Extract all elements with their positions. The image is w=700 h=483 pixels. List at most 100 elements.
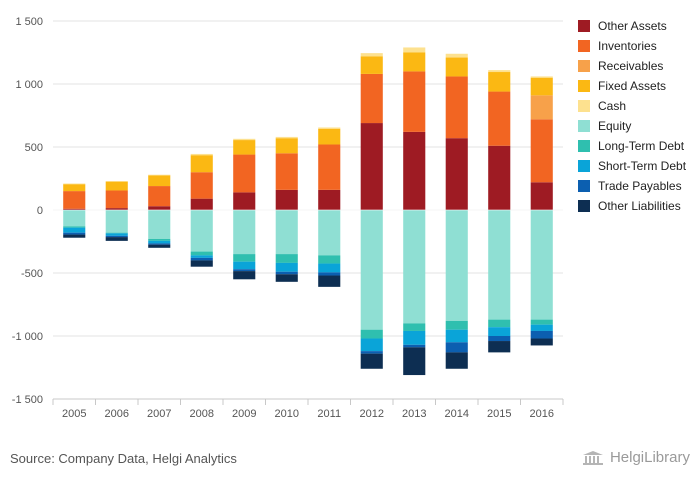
bar-equity-2013[interactable] <box>403 210 426 324</box>
bar-other-assets-2013[interactable] <box>403 131 426 210</box>
bar-trade-payables-2013[interactable] <box>403 344 426 348</box>
bar-other-assets-2006[interactable] <box>105 208 128 210</box>
bar-receivables-2016[interactable] <box>530 95 553 120</box>
bar-inventories-2015[interactable] <box>488 91 511 146</box>
bar-fixed-assets-2015[interactable] <box>488 72 511 92</box>
bar-short-term-debt-2015[interactable] <box>488 327 511 336</box>
bar-fixed-assets-2005[interactable] <box>63 184 86 192</box>
bar-other-liabilities-2011[interactable] <box>318 275 341 287</box>
bar-short-term-debt-2014[interactable] <box>445 329 468 343</box>
bar-cash-2016[interactable] <box>530 76 553 78</box>
bar-long-term-debt-2008[interactable] <box>190 251 213 256</box>
bar-equity-2011[interactable] <box>318 210 341 256</box>
bar-trade-payables-2007[interactable] <box>148 243 171 245</box>
bar-trade-payables-2009[interactable] <box>233 269 256 272</box>
bar-other-assets-2008[interactable] <box>190 198 213 210</box>
bar-trade-payables-2016[interactable] <box>530 330 553 339</box>
bar-short-term-debt-2016[interactable] <box>530 324 553 331</box>
bar-cash-2006[interactable] <box>105 181 128 182</box>
bar-short-term-debt-2010[interactable] <box>275 262 298 272</box>
bar-other-assets-2012[interactable] <box>360 123 383 210</box>
bar-inventories-2008[interactable] <box>190 172 213 199</box>
legend-item[interactable]: Trade Payables <box>578 176 700 196</box>
bar-long-term-debt-2009[interactable] <box>233 254 256 262</box>
bar-long-term-debt-2010[interactable] <box>275 254 298 263</box>
bar-fixed-assets-2008[interactable] <box>190 155 213 173</box>
bar-cash-2005[interactable] <box>63 183 86 185</box>
legend-item[interactable]: Cash <box>578 96 700 116</box>
bar-trade-payables-2014[interactable] <box>445 342 468 353</box>
bar-inventories-2009[interactable] <box>233 154 256 193</box>
bar-fixed-assets-2016[interactable] <box>530 77 553 96</box>
bar-fixed-assets-2009[interactable] <box>233 140 256 155</box>
bar-other-liabilities-2007[interactable] <box>148 244 171 248</box>
bar-equity-2015[interactable] <box>488 210 511 320</box>
legend-item[interactable]: Equity <box>578 116 700 136</box>
bar-other-assets-2011[interactable] <box>318 189 341 210</box>
bar-short-term-debt-2009[interactable] <box>233 261 256 270</box>
bar-cash-2010[interactable] <box>275 136 298 139</box>
legend-item[interactable]: Short-Term Debt <box>578 156 700 176</box>
bar-trade-payables-2012[interactable] <box>360 351 383 354</box>
bar-long-term-debt-2005[interactable] <box>63 226 86 228</box>
bar-trade-payables-2011[interactable] <box>318 272 341 276</box>
bar-cash-2014[interactable] <box>445 53 468 58</box>
bar-equity-2006[interactable] <box>105 210 128 233</box>
bar-short-term-debt-2005[interactable] <box>63 227 86 233</box>
bar-short-term-debt-2012[interactable] <box>360 338 383 352</box>
bar-cash-2011[interactable] <box>318 127 341 129</box>
bar-other-liabilities-2008[interactable] <box>190 260 213 267</box>
bar-trade-payables-2005[interactable] <box>63 232 86 235</box>
bar-fixed-assets-2007[interactable] <box>148 175 171 187</box>
bar-fixed-assets-2012[interactable] <box>360 56 383 74</box>
bar-equity-2010[interactable] <box>275 210 298 255</box>
bar-long-term-debt-2007[interactable] <box>148 238 171 241</box>
bar-other-assets-2007[interactable] <box>148 206 171 210</box>
bar-equity-2016[interactable] <box>530 210 553 320</box>
bar-other-assets-2015[interactable] <box>488 145 511 210</box>
bar-cash-2013[interactable] <box>403 47 426 53</box>
bar-inventories-2011[interactable] <box>318 144 341 190</box>
bar-long-term-debt-2011[interactable] <box>318 255 341 264</box>
bar-fixed-assets-2011[interactable] <box>318 128 341 145</box>
legend-item[interactable]: Inventories <box>578 36 700 56</box>
bar-fixed-assets-2014[interactable] <box>445 57 468 77</box>
bar-other-liabilities-2013[interactable] <box>403 347 426 376</box>
bar-other-assets-2009[interactable] <box>233 192 256 210</box>
bar-equity-2012[interactable] <box>360 210 383 330</box>
bar-long-term-debt-2015[interactable] <box>488 319 511 328</box>
bar-other-assets-2005[interactable] <box>63 208 86 210</box>
bar-other-liabilities-2006[interactable] <box>105 237 128 241</box>
bar-short-term-debt-2006[interactable] <box>105 233 128 236</box>
legend-item[interactable]: Receivables <box>578 56 700 76</box>
bar-inventories-2014[interactable] <box>445 76 468 139</box>
bar-equity-2008[interactable] <box>190 210 213 252</box>
bar-cash-2015[interactable] <box>488 70 511 73</box>
bar-cash-2012[interactable] <box>360 53 383 57</box>
bar-equity-2005[interactable] <box>63 210 86 227</box>
bar-fixed-assets-2006[interactable] <box>105 181 128 191</box>
bar-trade-payables-2008[interactable] <box>190 257 213 261</box>
bar-inventories-2006[interactable] <box>105 190 128 209</box>
legend-item[interactable]: Other Liabilities <box>578 196 700 216</box>
bar-inventories-2012[interactable] <box>360 73 383 124</box>
bar-other-liabilities-2005[interactable] <box>63 234 86 238</box>
bar-long-term-debt-2014[interactable] <box>445 320 468 330</box>
bar-inventories-2010[interactable] <box>275 153 298 190</box>
bar-other-assets-2010[interactable] <box>275 189 298 210</box>
bar-trade-payables-2015[interactable] <box>488 336 511 342</box>
bar-other-assets-2016[interactable] <box>530 182 553 210</box>
bar-short-term-debt-2013[interactable] <box>403 330 426 345</box>
bar-other-liabilities-2015[interactable] <box>488 341 511 353</box>
bar-equity-2009[interactable] <box>233 210 256 255</box>
bar-long-term-debt-2016[interactable] <box>530 319 553 325</box>
bar-trade-payables-2010[interactable] <box>275 271 298 275</box>
bar-equity-2014[interactable] <box>445 210 468 321</box>
bar-other-liabilities-2012[interactable] <box>360 353 383 369</box>
bar-cash-2009[interactable] <box>233 138 256 141</box>
bar-fixed-assets-2013[interactable] <box>403 52 426 72</box>
bar-long-term-debt-2013[interactable] <box>403 323 426 331</box>
bar-short-term-debt-2011[interactable] <box>318 263 341 273</box>
bar-inventories-2007[interactable] <box>148 186 171 207</box>
bar-long-term-debt-2012[interactable] <box>360 329 383 339</box>
